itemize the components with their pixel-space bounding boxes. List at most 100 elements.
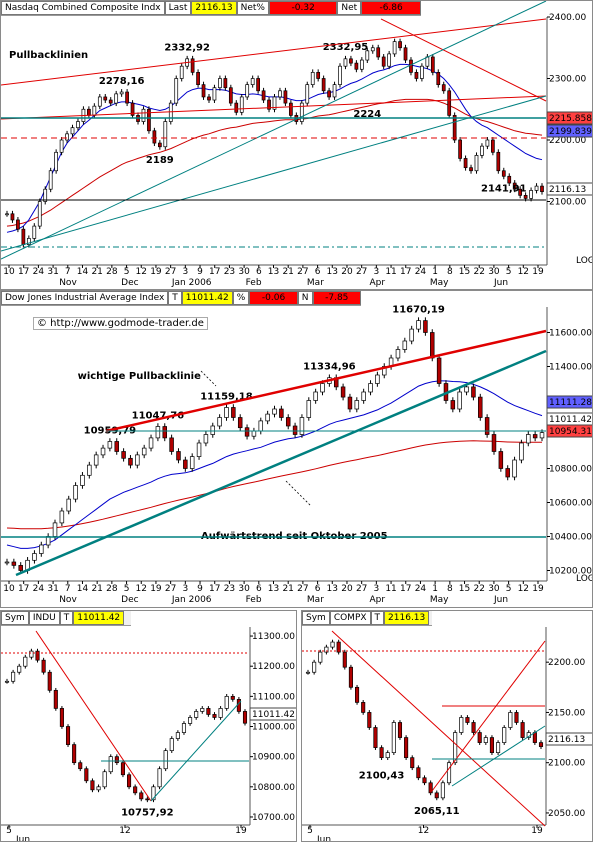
dow-t-label: T: [168, 291, 182, 305]
candle-body: [381, 56, 386, 67]
candle-body: [32, 553, 37, 561]
indu-t-label: T: [59, 611, 74, 625]
candle-body: [365, 50, 370, 61]
price-badge-text: 11011.42: [252, 710, 295, 720]
compx-sym-label: Sym: [302, 611, 330, 625]
candle-body: [459, 717, 464, 733]
candle-body: [80, 474, 85, 486]
candle-body: [279, 408, 284, 418]
candle-body: [436, 71, 441, 85]
dow-header: Dow Jones Industrial Average Index T 110…: [1, 291, 361, 306]
compx-header: Sym COMPX T 2116.13: [302, 611, 432, 626]
x-tick-label: 22: [473, 267, 484, 277]
compx-chart: 2050.00 2100.00 2150.00 2200.00 5 12 19 Jun 2100…: [302, 627, 592, 841]
x-tick-label: 14: [77, 267, 89, 277]
candle-body: [17, 665, 22, 673]
x-tick-label: 9: [197, 267, 203, 277]
candle-body: [66, 498, 71, 512]
x-tick-label: 10: [3, 267, 15, 277]
x-tick-label: 31: [47, 584, 58, 594]
log-label: LOG: [576, 256, 593, 266]
nasdaq-last-value: 2116.13: [191, 1, 237, 15]
candle-body: [133, 786, 138, 794]
x-tick-label: 21: [282, 267, 293, 277]
candle-body: [157, 768, 162, 788]
candle-body: [332, 84, 337, 98]
dow-n-label: N: [297, 291, 313, 305]
y-tick-label: 11200.00: [252, 662, 295, 672]
candle-body: [526, 434, 531, 444]
x-tick-label: 6: [256, 267, 262, 277]
candle-body: [485, 139, 490, 147]
moving-average-red: [6, 98, 543, 227]
candle-body: [90, 780, 95, 791]
x-tick-label: 8: [447, 267, 453, 277]
candle-body: [21, 228, 26, 245]
candle-body: [212, 714, 217, 718]
candle-body: [26, 238, 31, 245]
candle-body: [532, 434, 538, 439]
candle-body: [70, 127, 75, 135]
candle-body: [501, 170, 506, 177]
candle-body: [163, 121, 168, 148]
month-label: Mar: [307, 278, 324, 288]
copyright-link[interactable]: © http://www.godmode-trader.de: [33, 317, 208, 330]
candle-body: [483, 737, 488, 743]
candle-body: [169, 437, 174, 452]
x-tick-label: 17: [18, 584, 29, 594]
y-tick-label: 2200.00: [548, 658, 585, 668]
candle-body: [139, 792, 144, 800]
candle-body: [463, 158, 468, 169]
candle-body: [119, 91, 124, 95]
candle-body: [313, 391, 318, 401]
candle-body: [163, 750, 168, 770]
candle-body: [349, 58, 353, 64]
indu-sym-label: Sym: [1, 611, 29, 625]
month-label: May: [430, 595, 449, 605]
candle-body: [169, 738, 174, 751]
x-tick-label: 5: [6, 826, 12, 836]
candle-body: [428, 782, 433, 794]
candle-body: [100, 447, 106, 456]
candle-body: [465, 717, 470, 723]
candle-body: [230, 696, 235, 700]
price-badge-box: [546, 395, 592, 409]
candle-body: [404, 737, 409, 759]
trendline-red-lower: [1, 95, 547, 120]
candle-body: [342, 651, 347, 668]
candle-body: [181, 723, 187, 733]
candle-body: [410, 757, 415, 769]
nasdaq-netpct-value: -0.32: [268, 1, 338, 15]
uptrend-line-green: [451, 725, 546, 787]
candle-body: [11, 671, 16, 682]
candle-body: [245, 84, 250, 98]
candle-body: [128, 457, 133, 466]
candle-body: [409, 328, 414, 342]
candle-body: [108, 99, 113, 104]
compx-t-label: T: [370, 611, 385, 625]
x-tick-label: 3: [182, 584, 188, 594]
candle-body: [368, 383, 373, 393]
compx-panel: Sym COMPX T 2116.13 2050.00 2100.00 2150.0…: [301, 610, 593, 842]
y-tick-label: 11600.00: [549, 329, 592, 339]
dow-last-value: 11011.42: [181, 291, 233, 305]
candle-body: [4, 680, 10, 683]
candle-body: [519, 442, 524, 461]
candle-body: [37, 201, 42, 227]
candle-body: [148, 437, 154, 449]
candle-body: [434, 792, 439, 799]
x-tick-label: 30: [488, 267, 500, 277]
candle-body: [147, 108, 151, 132]
candle-body: [162, 426, 167, 439]
month-label: Jan 2006: [171, 278, 212, 288]
y-tick-label: 10400.00: [549, 533, 592, 543]
candle-body: [234, 102, 239, 113]
candle-body: [514, 712, 519, 723]
candle-body: [194, 711, 199, 718]
candle-body: [231, 407, 236, 418]
candle-body: [59, 139, 64, 153]
price-badge-text: 11111.28: [549, 398, 592, 408]
candle-body: [120, 762, 125, 776]
nasdaq-panel: Nasdaq Combined Composite Indx Last 2116…: [0, 0, 593, 290]
month-label: Dec: [121, 278, 138, 288]
